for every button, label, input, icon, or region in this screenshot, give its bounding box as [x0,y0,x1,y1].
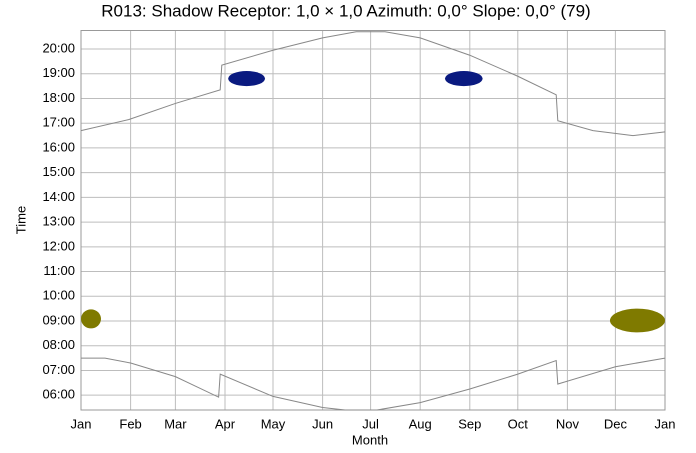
y-tick-label: 12:00 [42,238,75,253]
shadow-period [228,71,265,87]
plot-frame [80,30,666,411]
y-axis-label: Time [13,206,28,234]
chart-title: R013: Shadow Receptor: 1,0 × 1,0 Azimuth… [101,1,590,20]
x-tick-label: Feb [119,416,141,431]
y-tick-label: 09:00 [42,312,75,327]
x-tick-label: Aug [409,416,432,431]
y-tick-label: 10:00 [42,288,75,303]
y-tick-label: 17:00 [42,115,75,130]
y-tick-label: 13:00 [42,214,75,229]
shadow-period [81,309,101,329]
y-tick-label: 16:00 [42,139,75,154]
shadow-period [445,71,483,87]
x-tick-label: Oct [508,416,529,431]
y-tick-label: 18:00 [42,90,75,105]
x-tick-label: Dec [604,416,628,431]
x-tick-label: Mar [164,416,187,431]
line [81,357,666,411]
line [80,31,666,137]
x-tick-label: May [261,416,286,431]
x-axis-label: Month [352,432,388,447]
y-tick-label: 14:00 [42,189,75,204]
y-tick-label: 11:00 [43,263,75,278]
y-tick-label: 19:00 [42,65,75,80]
y-tick-label: 07:00 [42,362,75,377]
x-tick-label: Jul [362,416,379,431]
y-tick-label: 15:00 [42,164,75,179]
x-tick-label: Jan [71,416,92,431]
y-tick-label: 06:00 [42,387,75,402]
x-tick-label: Jan [655,416,676,431]
x-tick-label: Sep [458,416,481,431]
x-tick-label: Nov [556,416,580,431]
y-tick-label: 08:00 [42,337,75,352]
shadow-period [609,308,665,333]
x-tick-label: Jun [312,416,333,431]
x-tick-label: Apr [215,416,236,431]
y-tick-label: 20:00 [42,40,75,55]
